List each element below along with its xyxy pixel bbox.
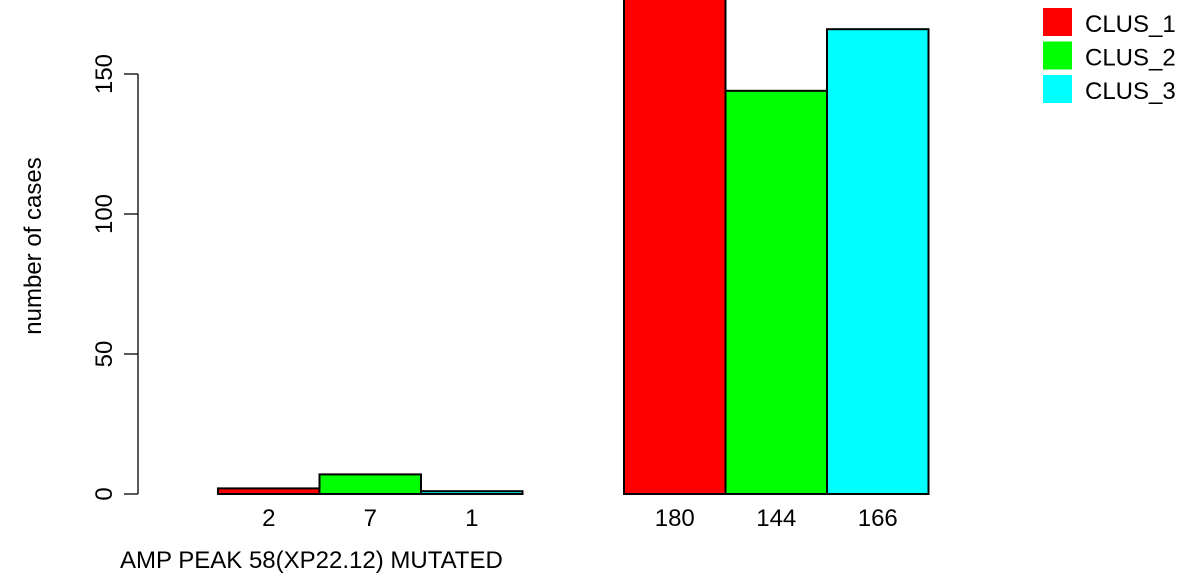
legend-swatch-clus-2: [1043, 41, 1072, 70]
y-axis: 0 50 100 150: [91, 54, 139, 501]
legend-label-clus-2: CLUS_2: [1085, 45, 1176, 72]
legend-label-clus-3: CLUS_3: [1085, 78, 1176, 105]
bars: [217, 0, 930, 496]
legend-swatch-clus-1: [1043, 8, 1072, 36]
bar-value-label: 7: [364, 505, 377, 532]
bar-clus-1-group-2: [623, 0, 727, 495]
bar-value-label: 1: [465, 505, 478, 532]
bar-value-label: 2: [262, 505, 275, 532]
bar-clus-3-group-1: [420, 490, 524, 496]
bar-clus-3-group-2: [826, 28, 930, 495]
bar-value-label: 166: [858, 505, 898, 532]
y-tick-label: 50: [91, 341, 118, 368]
bar-clus-1-group-1: [217, 487, 321, 495]
legend-label-clus-1: CLUS_1: [1085, 11, 1176, 38]
bar-value-label: 144: [756, 505, 796, 532]
y-axis-label: number of cases: [20, 157, 47, 334]
legend: CLUS_1 CLUS_2 CLUS_3: [1043, 8, 1176, 105]
y-tick-label: 100: [91, 194, 118, 234]
x-axis-label: AMP PEAK 58(XP22.12) MUTATED: [120, 547, 503, 574]
bar-value-label: 180: [655, 505, 695, 532]
y-tick-label: 0: [91, 487, 118, 500]
legend-swatch-clus-3: [1043, 75, 1072, 103]
bar-labels: 2 7 1 180 144 166: [262, 505, 898, 532]
y-tick-label: 150: [91, 54, 118, 94]
bar-clus-2-group-1: [318, 473, 422, 495]
bar-clus-2-group-2: [724, 89, 828, 496]
